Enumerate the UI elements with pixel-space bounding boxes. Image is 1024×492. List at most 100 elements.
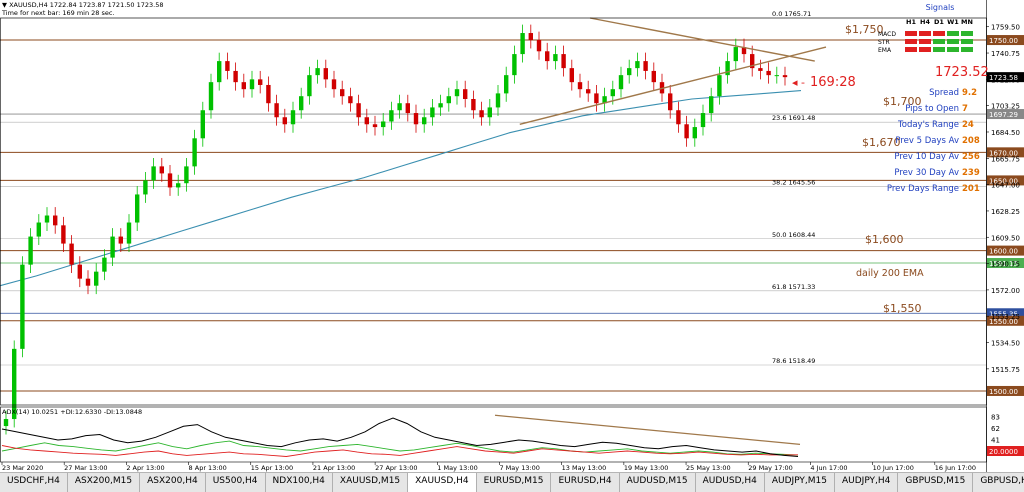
prev-days-label: Prev Days Range [887,184,959,194]
tab-gbpusd-h4[interactable]: GBPUSD,H4 [973,473,1024,492]
tab-eurusd-m15[interactable]: EURUSD,M15 [477,473,552,492]
candle-body [102,257,107,272]
candle-body [135,194,140,223]
time-tick-label: 23 Mar 2020 [2,464,43,472]
candle-body [176,183,181,188]
candle-body [438,103,443,108]
candle-body [569,68,574,83]
signal-cell [919,31,931,36]
candle-body [463,89,468,100]
candle-body [430,107,435,118]
chart-canvas[interactable]: 1750.00 1697.29 1670.00 1650.00 1600.00 1591.… [0,0,1024,472]
candle-body [274,103,279,118]
time-tick-label: 27 Mar 13:00 [64,464,107,472]
signals-tf-w1: W1 [947,18,959,26]
candle-body [28,236,33,265]
candle-body [758,68,763,71]
candle-body [233,70,238,83]
candle-body [364,117,369,125]
level-price-label: 1697.29 [989,111,1018,119]
candle-body [77,264,82,279]
candle-body [299,96,304,111]
time-tick-label: 2 Apr 13:00 [126,464,164,472]
time-tick-label: 25 May 13:00 [686,464,731,472]
signal-cell [961,31,973,36]
candle-body [315,68,320,76]
level-price-label: 1591.15 [989,260,1018,268]
adx-trendline [494,414,801,445]
fib-label: 38.2 1645.56 [772,179,815,187]
tab-audusd-m15[interactable]: AUDUSD,M15 [620,473,696,492]
candle-body [85,278,91,286]
signal-cell [919,39,931,44]
candle-body [184,166,189,184]
signals-title: Signals [926,3,955,12]
candle-body [766,70,771,76]
time-tick-label: 19 May 13:00 [624,464,669,472]
current-price-label: 1723.58 [989,74,1018,82]
candle-body [487,107,492,118]
prev10-label: Prev 10 Day Av [894,152,959,162]
candle-body [69,243,74,265]
pips-to-open-value: 7 [962,104,968,114]
candle-body [668,93,673,111]
fib-label: 0.0 1765.71 [772,10,811,18]
signal-cell [961,39,973,44]
candle-body [692,127,697,139]
tab-xauusd-h4[interactable]: XAUUSD,H4 [408,473,477,492]
signal-cell [947,47,959,52]
price-tick-label: 1759.50 [991,24,1020,32]
candle-body [733,47,738,62]
candle-body [627,68,632,76]
level-price-label: 1600.00 [989,248,1018,256]
candle-body [479,110,484,118]
price-tick-label: 1572.00 [991,287,1020,295]
level-price-label: 1670.00 [989,149,1018,157]
candle-body [217,61,222,83]
candle-body [340,89,345,97]
signals-tf-mn: MN [961,18,973,26]
level-price-label: 1555.35 [989,310,1018,318]
tab-xauusd-m15[interactable]: XAUUSD,M15 [333,473,409,492]
today-range-value: 24 [962,120,974,130]
candle-body [520,33,525,55]
tab-gbpusd-m15[interactable]: GBPUSD,M15 [898,473,974,492]
price-tick-label: 1703.25 [991,103,1020,111]
candle-body [143,180,148,195]
candle-body [241,82,246,90]
time-tick-label: 1 May 13:00 [437,464,477,472]
tab-audjpy-h4[interactable]: AUDJPY,H4 [835,473,899,492]
tab-asx200-m15[interactable]: ASX200,M15 [68,473,141,492]
tab-us500-h4[interactable]: US500,H4 [206,473,266,492]
candle-body [151,166,156,181]
adx-line [1,417,799,457]
candle-body [676,110,681,125]
countdown-arrow: ◂ - [792,76,805,89]
fib-label: 78.6 1518.49 [772,357,815,365]
time-tick-label: 15 Apr 13:00 [251,464,293,472]
tab-audusd-h4[interactable]: AUDUSD,H4 [696,473,765,492]
candle-body [536,40,542,52]
candle-body [94,271,99,286]
tab-asx200-h4[interactable]: ASX200,H4 [140,473,206,492]
tab-ndx100-h4[interactable]: NDX100,H4 [266,473,333,492]
price-tick-label: 1647.00 [991,182,1020,190]
candle-body [495,93,501,108]
candle-body [741,47,747,55]
candle-body [348,96,353,104]
prev5-label: Prev 5 Days Av [895,136,959,146]
candle-body [200,110,205,139]
price-tick-label: 1609.50 [991,234,1020,242]
spread-label: Spread [929,88,959,98]
tab-eurusd-h4[interactable]: EURUSD,H4 [551,473,620,492]
candle-body [725,61,730,76]
tab-audjpy-m15[interactable]: AUDJPY,M15 [765,473,835,492]
symbol-tab-bar: USDCHF,H4 ASX200,M15 ASX200,H4 US500,H4 NDX1… [0,472,1024,492]
candle-body [422,117,427,125]
trendline-upper [589,17,815,62]
tab-usdchf-h4[interactable]: USDCHF,H4 [0,473,68,492]
candle-body [266,84,271,104]
candle-body [717,75,722,97]
candle-body [700,113,706,128]
candle-body [159,166,164,174]
